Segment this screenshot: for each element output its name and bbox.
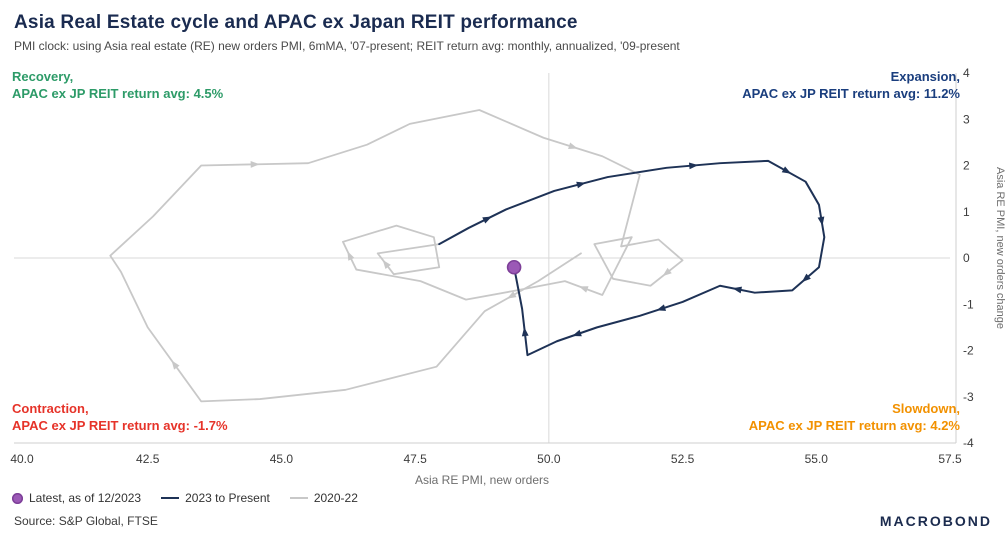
- page-subtitle: PMI clock: using Asia real estate (RE) n…: [14, 39, 680, 53]
- direction-arrow: [171, 360, 180, 370]
- y-tick-label: 3: [963, 112, 970, 126]
- series-2020-22: [109, 109, 684, 403]
- line-swatch-2020-22: [289, 497, 308, 499]
- y-tick-label: -4: [963, 436, 974, 450]
- quadrant-label-contraction: Contraction, APAC ex JP REIT return avg:…: [12, 401, 228, 435]
- legend-label-2020-22: 2020-22: [313, 491, 358, 505]
- quadrant-label-expansion: Expansion, APAC ex JP REIT return avg: 1…: [742, 69, 960, 103]
- direction-arrow: [507, 291, 517, 299]
- direction-arrow: [656, 304, 667, 311]
- x-tick-label: 55.0: [805, 452, 829, 466]
- direction-arrow: [801, 273, 811, 283]
- x-tick-label: 52.5: [671, 452, 695, 466]
- x-tick-label: 57.5: [938, 452, 962, 466]
- direction-arrow: [576, 181, 586, 189]
- pmi-clock-chart: 40.0 42.5 45.0 47.5 50.0 52.5 55.0 57.5 4 3 2 1 0 -1 -…: [0, 55, 1008, 487]
- y-tick-label: -2: [963, 344, 974, 358]
- latest-dot-swatch: [12, 492, 23, 504]
- contraction-title: Contraction,: [12, 401, 89, 416]
- chart-header: Asia Real Estate cycle and APAC ex Japan…: [0, 0, 1008, 53]
- recovery-title: Recovery,: [12, 69, 74, 84]
- latest-point-marker: [506, 259, 522, 275]
- x-tick-label: 47.5: [403, 452, 427, 466]
- macrobond-logo: MACROBOND: [879, 513, 992, 529]
- pmi-clock-plot: 40.0 42.5 45.0 47.5 50.0 52.5 55.0 57.5 4 3 2 1 0 -1 -…: [10, 66, 974, 466]
- y-tick-label: 2: [963, 159, 970, 173]
- quadrant-label-slowdown: Slowdown, APAC ex JP REIT return avg: 4.…: [749, 401, 960, 435]
- page-title: Asia Real Estate cycle and APAC ex Japan…: [14, 12, 578, 33]
- slowdown-title: Slowdown,: [892, 401, 960, 416]
- expansion-title: Expansion,: [890, 69, 960, 84]
- expansion-return-avg: APAC ex JP REIT return avg: 11.2%: [742, 85, 960, 101]
- direction-arrow: [662, 267, 672, 277]
- y-tick-label: -1: [963, 297, 974, 311]
- direction-arrow: [688, 162, 699, 170]
- chart-footer: Source: S&P Global, FTSE MACROBOND: [0, 505, 1008, 529]
- direction-arrow: [572, 329, 582, 337]
- direction-arrow: [482, 216, 492, 224]
- contraction-return-avg: APAC ex JP REIT return avg: -1.7%: [12, 417, 228, 433]
- direction-arrow: [817, 216, 825, 226]
- x-axis-title: Asia RE PMI, new orders: [414, 473, 550, 487]
- direction-arrow: [568, 142, 578, 150]
- legend-label-latest: Latest, as of 12/2023: [29, 491, 142, 505]
- y-tick-label: 0: [963, 251, 970, 265]
- source-text: Source: S&P Global, FTSE: [14, 514, 158, 528]
- legend-item-latest: Latest, as of 12/2023: [12, 491, 141, 505]
- direction-arrow: [382, 259, 391, 270]
- x-tick-label: 40.0: [10, 452, 34, 466]
- x-tick-label: 42.5: [136, 452, 160, 466]
- legend-item-2023-to-present: 2023 to Present: [161, 491, 270, 505]
- slowdown-return-avg: APAC ex JP REIT return avg: 4.2%: [748, 417, 960, 433]
- direction-arrow: [732, 286, 742, 294]
- recovery-return-avg: APAC ex JP REIT return avg: 4.5%: [12, 85, 224, 101]
- direction-arrow: [347, 251, 355, 261]
- direction-arrow: [781, 166, 792, 174]
- y-tick-label: 1: [963, 205, 970, 219]
- legend-item-2020-22: 2020-22: [289, 491, 358, 505]
- legend-label-2023: 2023 to Present: [185, 491, 270, 505]
- legend: Latest, as of 12/2023 2023 to Present 20…: [0, 491, 1008, 505]
- direction-arrow: [521, 327, 529, 337]
- y-tick-label: -3: [963, 390, 974, 404]
- direction-arrow: [250, 161, 260, 168]
- direction-arrow: [578, 286, 589, 293]
- quadrant-label-recovery: Recovery, APAC ex JP REIT return avg: 4.…: [12, 69, 223, 103]
- y-axis-title: Asia RE PMI, new orders change: [994, 167, 1006, 330]
- line-swatch-2023: [161, 497, 180, 499]
- x-tick-label: 50.0: [537, 452, 561, 466]
- x-tick-label: 45.0: [270, 452, 294, 466]
- y-tick-label: 4: [963, 66, 970, 80]
